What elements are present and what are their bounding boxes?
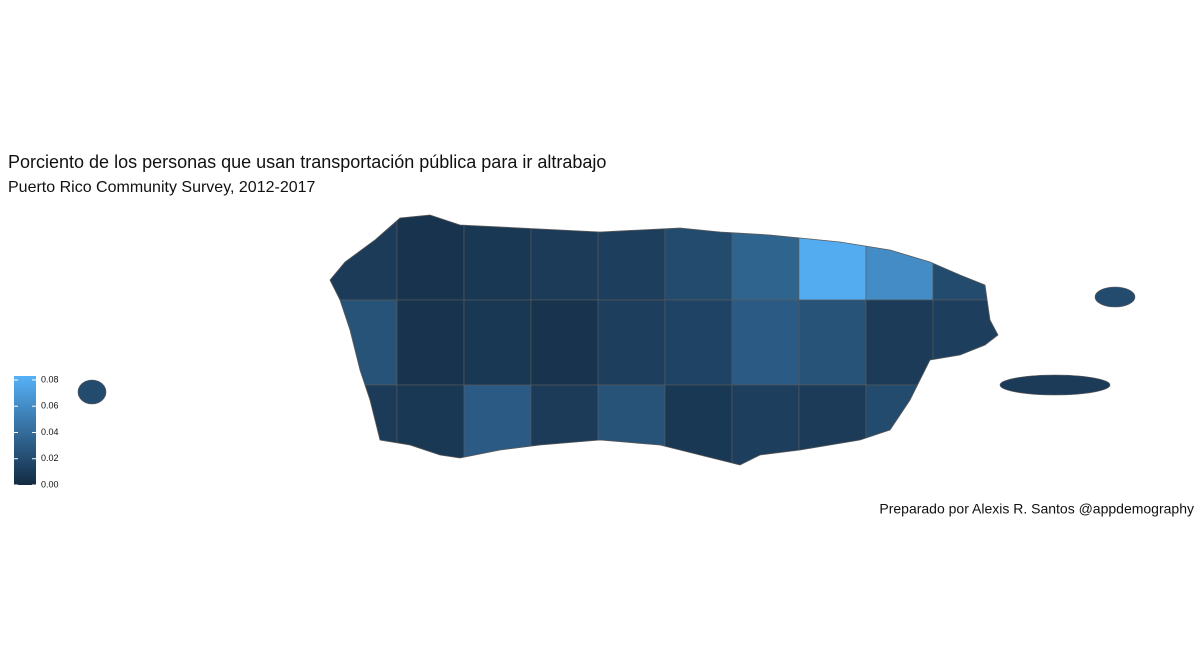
municipio bbox=[932, 384, 998, 465]
municipio bbox=[664, 215, 733, 301]
municipio bbox=[530, 384, 599, 465]
municipio bbox=[597, 384, 666, 465]
legend-tick-label: 0.04 bbox=[41, 427, 59, 437]
municipio bbox=[798, 299, 867, 386]
municipio bbox=[731, 215, 800, 301]
municipio bbox=[932, 215, 998, 301]
municipio bbox=[530, 299, 599, 386]
municipio bbox=[664, 384, 733, 465]
municipio bbox=[463, 215, 532, 301]
municipio bbox=[396, 299, 465, 386]
island bbox=[999, 374, 1111, 396]
municipio bbox=[664, 299, 733, 386]
municipio bbox=[597, 299, 666, 386]
colorbar bbox=[14, 376, 36, 485]
municipio bbox=[396, 215, 465, 301]
legend-tick-label: 0.06 bbox=[41, 401, 59, 411]
municipio bbox=[798, 384, 867, 465]
municipio bbox=[597, 215, 666, 301]
legend-tick-label: 0.00 bbox=[41, 479, 59, 489]
municipio bbox=[330, 384, 398, 465]
municipio bbox=[330, 299, 398, 386]
municipio bbox=[865, 215, 934, 301]
map-title: Porciento de los personas que usan trans… bbox=[8, 152, 606, 172]
municipio bbox=[865, 299, 934, 386]
municipio bbox=[463, 384, 532, 465]
municipio bbox=[330, 215, 398, 301]
caption: Preparado por Alexis R. Santos @appdemog… bbox=[879, 501, 1194, 517]
island bbox=[77, 379, 107, 405]
island bbox=[1094, 286, 1136, 308]
municipio bbox=[530, 215, 599, 301]
municipio bbox=[731, 299, 800, 386]
legend-tick-label: 0.08 bbox=[41, 374, 59, 384]
municipio bbox=[463, 299, 532, 386]
municipio bbox=[731, 384, 800, 465]
island-outline bbox=[329, 214, 999, 466]
municipio bbox=[865, 384, 934, 465]
regions bbox=[77, 214, 1136, 466]
map-subtitle: Puerto Rico Community Survey, 2012-2017 bbox=[8, 179, 316, 196]
legend-tick-label: 0.02 bbox=[41, 453, 59, 463]
municipio bbox=[798, 215, 867, 301]
municipio bbox=[932, 299, 998, 386]
